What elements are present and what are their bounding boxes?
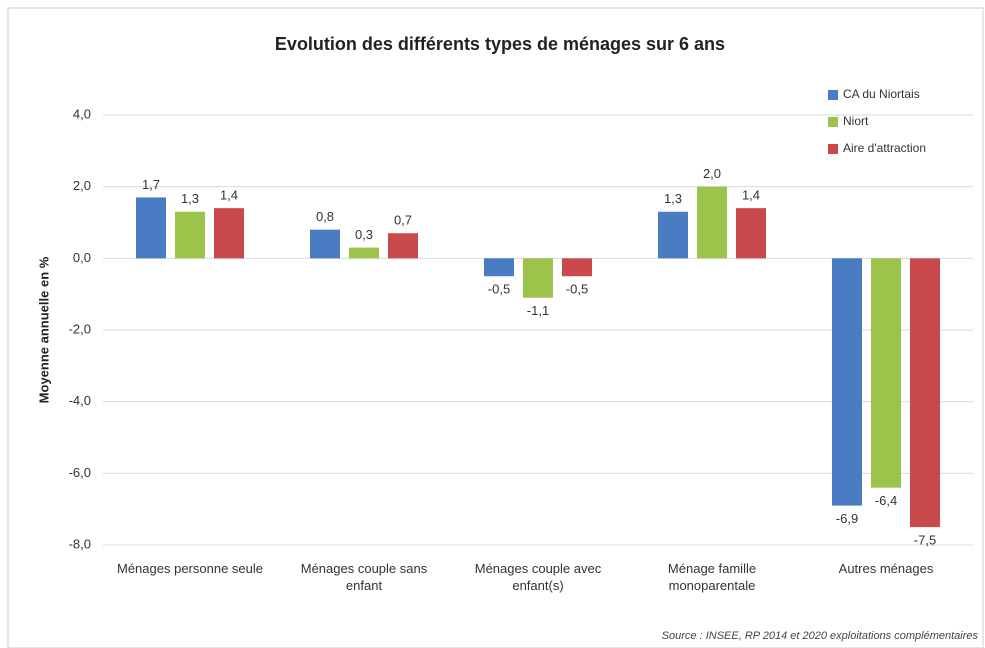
bar <box>658 211 688 259</box>
x-tick-label: Autres ménages <box>838 561 934 576</box>
y-tick-label: -8,0 <box>69 536 91 551</box>
legend-swatch <box>828 90 838 100</box>
bar <box>910 258 940 528</box>
x-tick-label: Ménage famille monoparentale <box>667 561 757 593</box>
bar <box>697 186 727 259</box>
y-tick-label: -6,0 <box>69 465 91 480</box>
value-label: 2,0 <box>703 166 721 181</box>
value-label: -6,4 <box>875 493 897 508</box>
value-label: 0,8 <box>316 209 334 224</box>
chart-title: Evolution des différents types de ménage… <box>275 34 725 54</box>
chart-border <box>7 7 984 648</box>
legend-label: Niort <box>843 114 869 128</box>
value-label: 0,3 <box>355 227 373 242</box>
bar <box>136 197 166 259</box>
bar <box>832 258 862 506</box>
bar <box>175 211 205 259</box>
y-axis-label: Moyenne annuelle en % <box>36 256 51 403</box>
legend-swatch <box>828 144 838 154</box>
value-label: 0,7 <box>394 213 412 228</box>
bar <box>310 229 340 259</box>
value-label: -0,5 <box>488 282 510 297</box>
x-tick-label: Ménages couple avec enfant(s) <box>474 561 602 593</box>
value-label: 1,7 <box>142 177 160 192</box>
value-label: 1,3 <box>664 191 682 206</box>
value-label: -6,9 <box>836 511 858 526</box>
value-label: -7,5 <box>914 533 936 548</box>
y-tick-label: 4,0 <box>73 106 91 121</box>
value-label: -1,1 <box>527 303 549 318</box>
bar <box>388 233 418 259</box>
bar <box>349 247 379 259</box>
source: Source : INSEE, RP 2014 et 2020 exploita… <box>662 630 979 642</box>
legend-label: CA du Niortais <box>843 87 920 101</box>
legend-label: Aire d'attraction <box>843 141 926 155</box>
x-tick-label: Ménages personne seule <box>117 561 263 576</box>
x-tick-label: Ménages couple sans enfant <box>300 561 428 593</box>
bar <box>214 208 244 259</box>
bar <box>523 258 553 298</box>
value-label: 1,4 <box>742 188 760 203</box>
y-tick-label: -4,0 <box>69 393 91 408</box>
value-label: 1,4 <box>220 188 238 203</box>
y-tick-label: 2,0 <box>73 178 91 193</box>
bar <box>484 258 514 277</box>
y-tick-label: 0,0 <box>73 250 91 265</box>
bar <box>871 258 901 488</box>
value-label: 1,3 <box>181 191 199 206</box>
legend-swatch <box>828 117 838 127</box>
value-label: -0,5 <box>566 282 588 297</box>
bar <box>562 258 592 277</box>
bar <box>736 208 766 259</box>
y-tick-label: -2,0 <box>69 321 91 336</box>
